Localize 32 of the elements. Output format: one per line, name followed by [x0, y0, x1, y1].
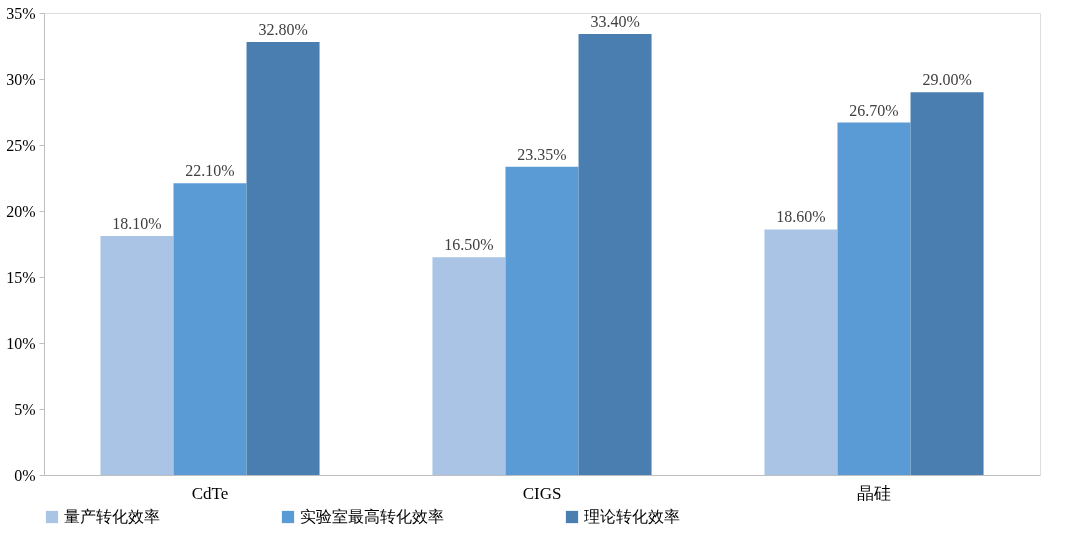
y-tick-label: 25% [6, 136, 36, 154]
data-label: 18.10% [112, 215, 162, 233]
y-tick-label: 0% [14, 466, 36, 484]
bar [246, 42, 320, 475]
data-label: 22.10% [185, 162, 235, 180]
data-label: 26.70% [849, 101, 899, 119]
y-tick-label: 15% [6, 268, 36, 286]
bar [578, 34, 652, 475]
x-tick-label: CdTe [191, 483, 229, 503]
data-label: 23.35% [517, 145, 567, 163]
bar [100, 236, 174, 475]
legend-label: 理论转化效率 [584, 508, 680, 525]
legend-label: 实验室最高转化效率 [300, 508, 444, 525]
y-tick-label: 5% [14, 400, 36, 418]
bar [505, 166, 579, 475]
data-label: 29.00% [922, 71, 972, 89]
data-label: 32.80% [258, 21, 308, 39]
data-label: 16.50% [444, 236, 494, 254]
y-tick-label: 10% [6, 334, 36, 352]
bar [173, 183, 247, 475]
data-label: 33.40% [590, 13, 640, 31]
x-tick-label: 晶硅 [857, 483, 891, 503]
data-label: 18.60% [776, 208, 826, 226]
y-tick-label: 35% [6, 4, 36, 22]
bar [432, 257, 506, 475]
y-tick-label: 30% [6, 70, 36, 88]
bar [910, 92, 984, 475]
bar [837, 122, 911, 475]
x-tick-label: CIGS [522, 483, 562, 503]
y-tick-label: 20% [6, 202, 36, 220]
legend-label: 量产转化效率 [64, 508, 160, 525]
bar [764, 229, 838, 475]
